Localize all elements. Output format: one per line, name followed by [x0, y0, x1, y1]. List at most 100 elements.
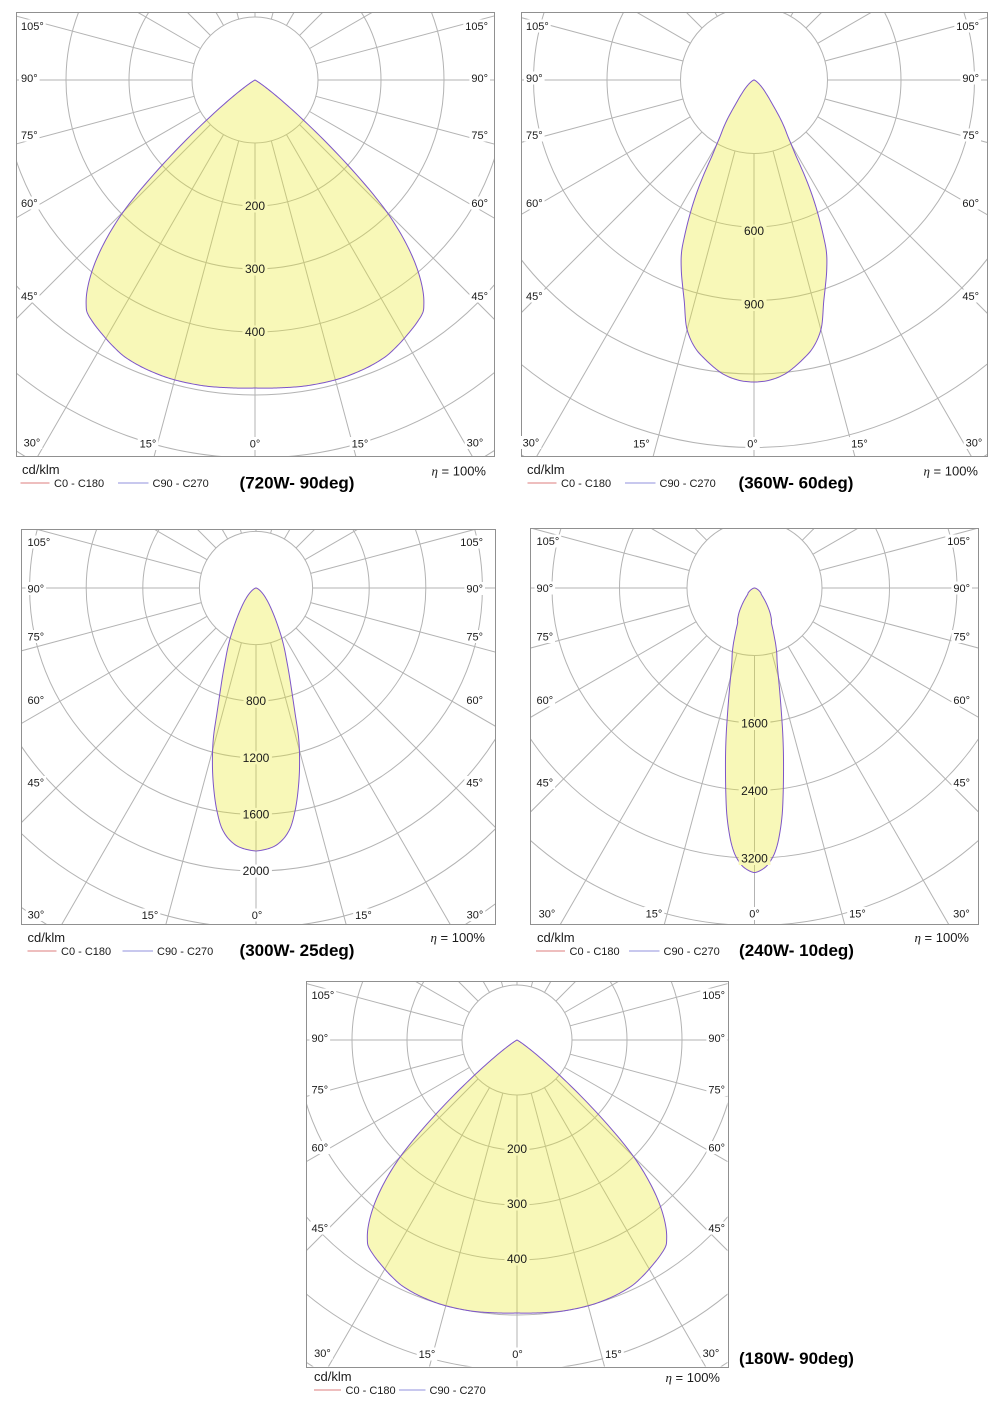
svg-text:45°: 45°: [537, 778, 554, 790]
svg-text:0°: 0°: [747, 439, 758, 451]
svg-text:600: 600: [744, 224, 764, 238]
svg-text:75°: 75°: [28, 632, 45, 644]
svg-text:(300W- 25deg): (300W- 25deg): [240, 941, 355, 960]
svg-text:C0 - C180: C0 - C180: [561, 478, 611, 490]
svg-text:60°: 60°: [537, 695, 554, 707]
svg-text:15°: 15°: [140, 439, 157, 451]
svg-text:η = 100%: η = 100%: [430, 930, 485, 945]
svg-text:75°: 75°: [962, 130, 979, 142]
svg-text:75°: 75°: [526, 130, 543, 142]
svg-text:η = 100%: η = 100%: [431, 464, 486, 479]
svg-text:90°: 90°: [21, 73, 38, 85]
svg-text:15°: 15°: [646, 909, 663, 921]
svg-text:15°: 15°: [849, 909, 866, 921]
svg-text:900: 900: [744, 298, 764, 312]
svg-text:(240W- 10deg): (240W- 10deg): [739, 941, 854, 960]
svg-text:75°: 75°: [471, 130, 488, 142]
svg-text:60°: 60°: [466, 695, 483, 707]
svg-text:30°: 30°: [24, 438, 41, 450]
svg-text:400: 400: [245, 325, 265, 339]
svg-text:C0 - C180: C0 - C180: [61, 946, 111, 958]
svg-text:15°: 15°: [355, 910, 372, 922]
svg-text:60°: 60°: [312, 1143, 329, 1155]
svg-text:cd/klm: cd/klm: [314, 1369, 352, 1384]
svg-text:60°: 60°: [471, 198, 488, 210]
svg-text:90°: 90°: [708, 1033, 725, 1045]
svg-text:60°: 60°: [962, 198, 979, 210]
svg-text:1600: 1600: [243, 807, 270, 821]
svg-text:0°: 0°: [512, 1349, 523, 1361]
svg-text:105°: 105°: [537, 536, 560, 548]
svg-text:C90 - C270: C90 - C270: [664, 946, 720, 958]
svg-text:400: 400: [507, 1252, 527, 1266]
svg-text:90°: 90°: [466, 584, 483, 596]
svg-text:30°: 30°: [953, 909, 970, 921]
svg-text:75°: 75°: [312, 1085, 329, 1097]
svg-text:η = 100%: η = 100%: [665, 1370, 720, 1385]
svg-text:(720W- 90deg): (720W- 90deg): [240, 474, 355, 493]
svg-text:45°: 45°: [471, 291, 488, 303]
svg-text:45°: 45°: [708, 1223, 725, 1235]
svg-text:75°: 75°: [953, 632, 970, 644]
svg-text:75°: 75°: [708, 1085, 725, 1097]
svg-text:60°: 60°: [526, 198, 543, 210]
svg-text:75°: 75°: [21, 130, 38, 142]
svg-text:cd/klm: cd/klm: [22, 462, 60, 477]
svg-text:60°: 60°: [953, 695, 970, 707]
svg-text:300: 300: [245, 262, 265, 276]
svg-text:C90 - C270: C90 - C270: [153, 478, 209, 490]
svg-text:0°: 0°: [250, 439, 261, 451]
svg-text:45°: 45°: [962, 291, 979, 303]
svg-text:45°: 45°: [312, 1223, 329, 1235]
svg-text:105°: 105°: [526, 21, 549, 33]
svg-text:cd/klm: cd/klm: [28, 930, 66, 945]
svg-text:200: 200: [507, 1142, 527, 1156]
svg-text:30°: 30°: [314, 1348, 331, 1360]
svg-text:45°: 45°: [526, 291, 543, 303]
svg-text:30°: 30°: [966, 438, 983, 450]
svg-text:30°: 30°: [703, 1348, 720, 1360]
svg-text:45°: 45°: [28, 778, 45, 790]
svg-text:(180W- 90deg): (180W- 90deg): [739, 1349, 854, 1368]
svg-text:C0 - C180: C0 - C180: [346, 1385, 396, 1397]
svg-text:30°: 30°: [467, 438, 484, 450]
svg-text:C0 - C180: C0 - C180: [570, 946, 620, 958]
svg-text:3200: 3200: [741, 852, 768, 866]
svg-text:30°: 30°: [539, 909, 556, 921]
svg-text:C0 - C180: C0 - C180: [54, 478, 104, 490]
svg-text:300: 300: [507, 1197, 527, 1211]
svg-text:2000: 2000: [243, 864, 270, 878]
svg-text:90°: 90°: [962, 73, 979, 85]
svg-text:45°: 45°: [953, 778, 970, 790]
svg-text:15°: 15°: [633, 439, 650, 451]
svg-text:15°: 15°: [605, 1349, 622, 1361]
svg-text:15°: 15°: [419, 1349, 436, 1361]
svg-text:30°: 30°: [28, 910, 45, 922]
svg-text:30°: 30°: [467, 910, 484, 922]
svg-text:200: 200: [245, 199, 265, 213]
svg-text:15°: 15°: [352, 439, 369, 451]
svg-text:45°: 45°: [466, 778, 483, 790]
svg-text:105°: 105°: [21, 21, 44, 33]
svg-text:105°: 105°: [702, 990, 725, 1002]
svg-text:1200: 1200: [243, 751, 270, 765]
svg-text:30°: 30°: [523, 438, 540, 450]
svg-text:1600: 1600: [741, 717, 768, 731]
svg-text:15°: 15°: [851, 439, 868, 451]
svg-text:800: 800: [246, 694, 266, 708]
svg-text:75°: 75°: [466, 632, 483, 644]
svg-text:15°: 15°: [142, 910, 159, 922]
svg-text:105°: 105°: [460, 537, 483, 549]
svg-text:0°: 0°: [749, 909, 760, 921]
svg-text:η = 100%: η = 100%: [923, 464, 978, 479]
svg-text:90°: 90°: [471, 73, 488, 85]
svg-text:90°: 90°: [28, 584, 45, 596]
svg-text:75°: 75°: [537, 632, 554, 644]
svg-text:105°: 105°: [947, 536, 970, 548]
svg-text:0°: 0°: [252, 910, 263, 922]
svg-text:cd/klm: cd/klm: [527, 462, 565, 477]
svg-text:(360W- 60deg): (360W- 60deg): [739, 474, 854, 493]
svg-text:60°: 60°: [28, 695, 45, 707]
svg-text:90°: 90°: [953, 583, 970, 595]
svg-text:60°: 60°: [21, 198, 38, 210]
